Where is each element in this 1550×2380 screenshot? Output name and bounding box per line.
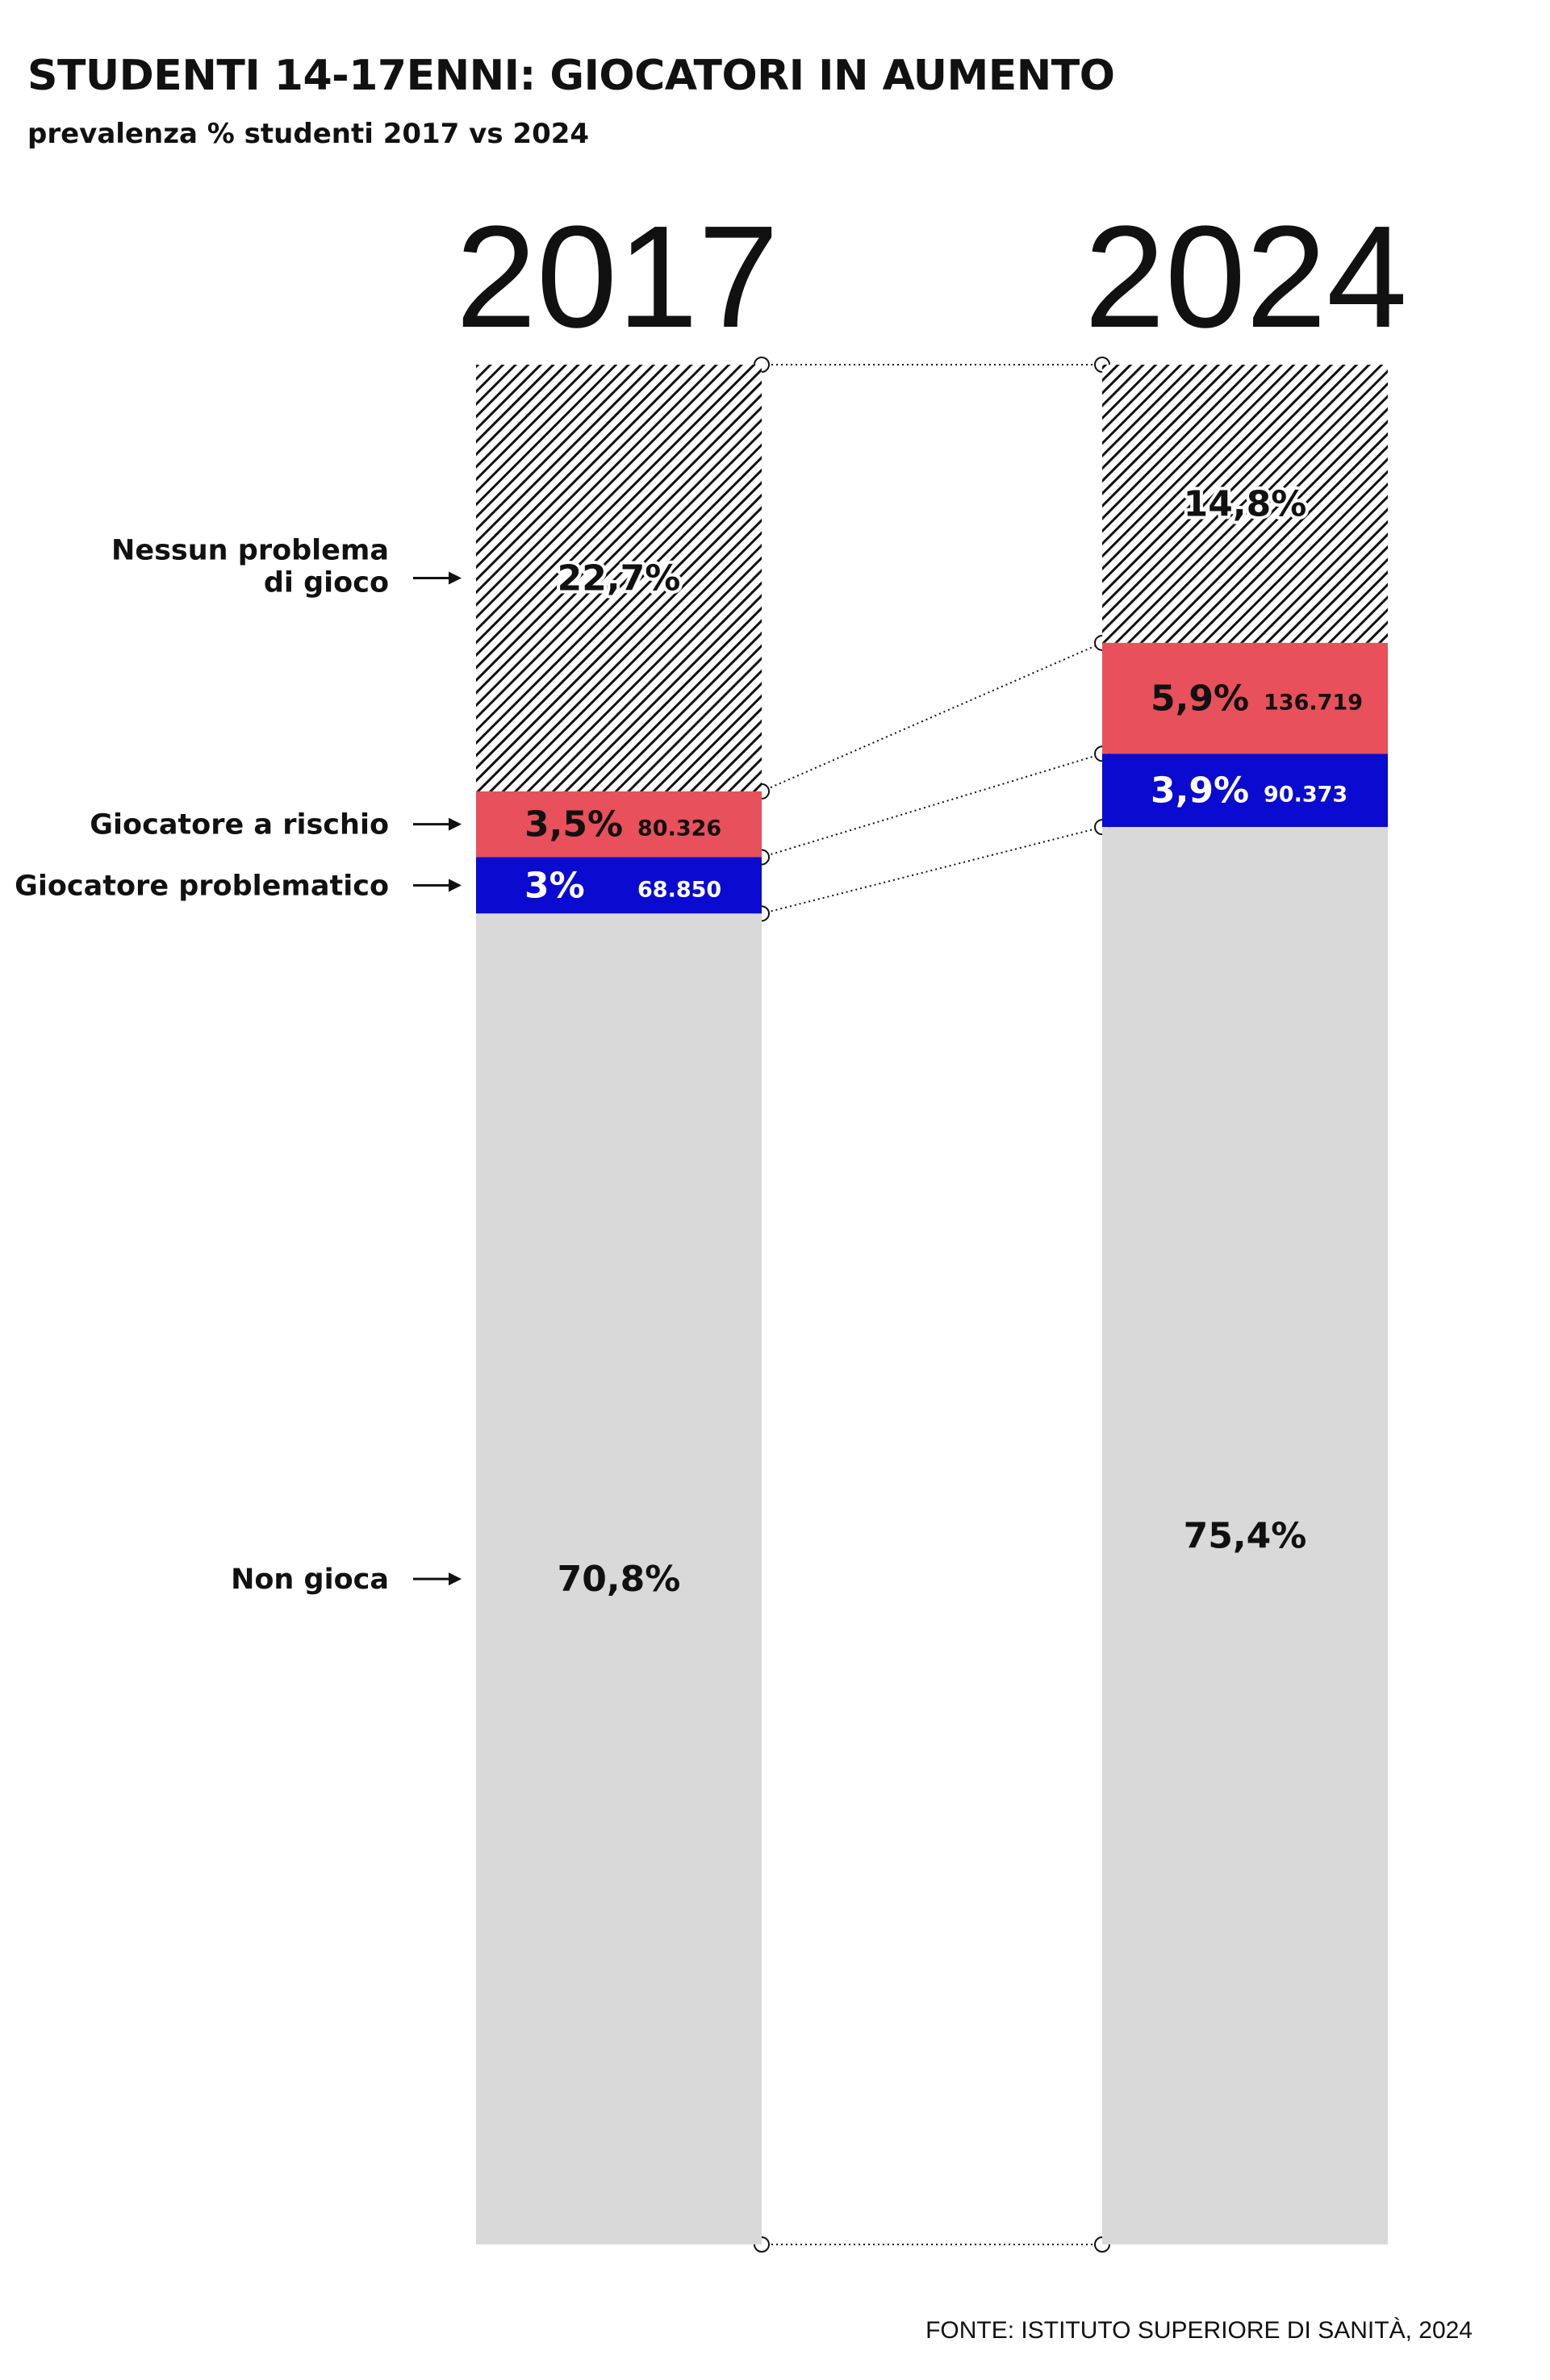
connector-line — [761, 826, 1103, 915]
legend-label-nessun-problema-di-gioco: di gioco — [264, 566, 389, 599]
year-labels: 2017 2024 — [456, 196, 1407, 358]
bar-segment-2017-giocatore-problematico — [476, 857, 762, 914]
value-label-2024-non-gioca: 75,4% — [1184, 1516, 1307, 1557]
value-label-2017-nessun-problema-di-gioco: 22,7% — [558, 557, 681, 599]
legend-arrowhead — [449, 1572, 462, 1586]
count-label-2024-giocatore-a-rischio: 136.719 — [1264, 691, 1363, 716]
bar-labels: 22,7% 3,5% 80.326 3% 68.850 70,8% 14,8% 5,9% 136… — [524, 480, 1363, 1600]
year-label-2024: 2024 — [1084, 196, 1407, 358]
value-label-2024-giocatore-problematico: 3,9% — [1151, 770, 1249, 812]
value-label-2017-giocatore-a-rischio: 3,5% — [524, 804, 623, 846]
legend-arrowhead — [449, 817, 462, 831]
bar-segment-2024-nessun-problema-di-gioco — [1102, 365, 1388, 643]
connector-line — [761, 641, 1103, 792]
legend-label-nessun-problema-di-gioco: Nessun problema — [111, 534, 389, 566]
bar-segment-2024-non-gioca — [1102, 827, 1388, 2244]
chart-title: STUDENTI 14-17ENNI: GIOCATORI IN AUMENTO — [27, 52, 1115, 100]
value-label-2024-giocatore-a-rischio: 5,9% — [1151, 679, 1249, 720]
value-label-2024-nessun-problema-di-gioco: 14,8% — [1184, 483, 1307, 524]
bar-segment-2024-giocatore-problematico — [1102, 754, 1388, 828]
source-note: FONTE: ISTITUTO SUPERIORE DI SANITÀ, 202… — [925, 2317, 1473, 2344]
count-label-2017-giocatore-a-rischio: 80.326 — [637, 816, 721, 841]
year-label-2017: 2017 — [456, 196, 779, 358]
bar-segment-2017-giocatore-a-rischio — [476, 791, 762, 858]
bar-segment-2017-nessun-problema-di-gioco — [476, 365, 762, 791]
value-label-2017-non-gioca: 70,8% — [558, 1559, 681, 1600]
connector-lines — [754, 357, 1110, 2253]
count-label-2024-giocatore-problematico: 90.373 — [1264, 783, 1347, 808]
value-label-2017-giocatore-problematico: 3% — [524, 865, 585, 906]
chart-subtitle: prevalenza % studenti 2017 vs 2024 — [27, 118, 590, 150]
legend-label-giocatore-a-rischio: Giocatore a rischio — [90, 809, 389, 841]
legend-label-giocatore-problematico: Giocatore problematico — [15, 870, 389, 902]
bars — [476, 365, 1388, 2244]
legend-label-non-gioca: Non gioca — [231, 1564, 389, 1596]
bar-segment-2024-giocatore-a-rischio — [1102, 642, 1388, 754]
connector-line — [761, 753, 1103, 858]
legend-arrowhead — [449, 571, 462, 585]
count-label-2017-giocatore-problematico: 68.850 — [637, 877, 721, 902]
bar-segment-2017-non-gioca — [476, 913, 762, 2244]
legend-arrowhead — [449, 879, 462, 892]
